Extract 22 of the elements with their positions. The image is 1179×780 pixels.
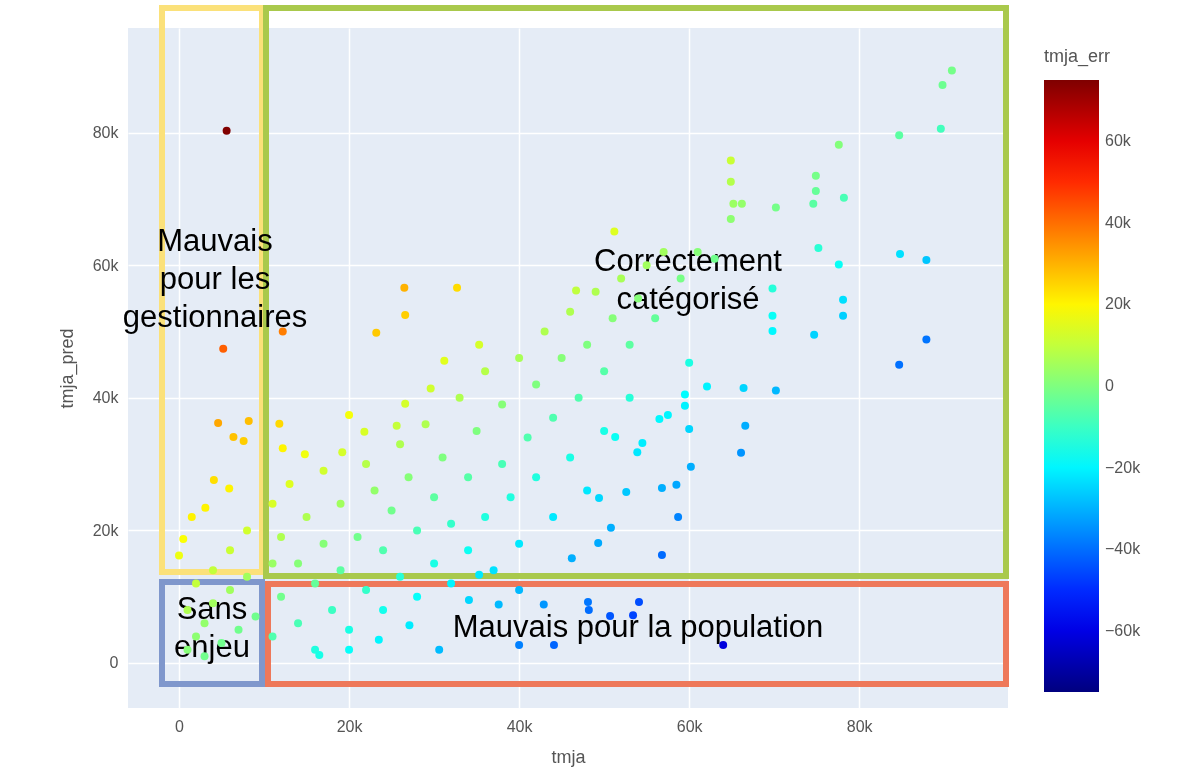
x-axis-title: tmja — [551, 746, 587, 767]
color-bar-label: 0 — [1105, 377, 1114, 394]
color-bar-title: tmja_err — [1044, 46, 1111, 67]
annotation: Correctement catégorisé — [594, 243, 783, 316]
color-bar-label: 20k — [1105, 295, 1132, 313]
y-tick-label: 40k — [92, 389, 120, 407]
color-bar-label: −60k — [1105, 621, 1142, 639]
x-tick-label: 0 — [175, 717, 185, 735]
y-tick-label: 20k — [92, 521, 120, 539]
y-tick-label: 80k — [92, 124, 120, 142]
color-bar-label: 40k — [1105, 213, 1132, 231]
color-bar-label: −20k — [1105, 458, 1142, 476]
x-tick-label: 60k — [676, 717, 704, 735]
y-axis-title: tmja_pred — [56, 328, 78, 409]
color-bar-label: 60k — [1105, 132, 1132, 150]
y-tick-label: 0 — [109, 654, 119, 672]
x-tick-label: 20k — [336, 717, 364, 735]
x-tick-label: 80k — [846, 717, 874, 735]
annotation: Mauvais pour la population — [452, 609, 824, 644]
y-tick-label: 60k — [92, 256, 120, 274]
x-tick-label: 40k — [506, 717, 534, 735]
color-bar-label: −40k — [1105, 540, 1142, 558]
